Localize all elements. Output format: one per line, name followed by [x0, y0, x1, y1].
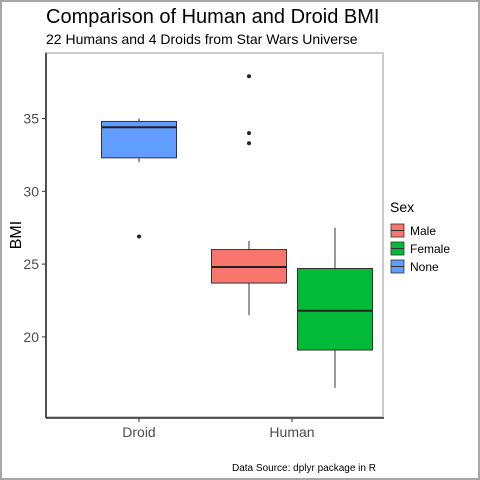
outlier-point	[247, 74, 251, 79]
y-axis-title: BMI	[8, 221, 25, 249]
box-body	[297, 267, 373, 351]
legend-label-male: Male	[410, 224, 436, 238]
y-tick-label: 25	[23, 256, 39, 272]
y-axis-ticks: 20 25 30 35	[23, 111, 46, 345]
panel-border	[45, 52, 384, 418]
x-tick-label: Droid	[122, 424, 155, 440]
legend-label-female: Female	[410, 242, 450, 256]
chart-subtitle: 22 Humans and 4 Droids from Star Wars Un…	[46, 31, 358, 47]
box-human-male	[211, 74, 287, 316]
boxes-layer	[101, 74, 373, 388]
legend: Sex Male Female None	[390, 199, 450, 274]
x-axis-ticks: Droid Human	[122, 418, 315, 440]
y-tick-label: 35	[23, 111, 39, 127]
chart-title: Comparison of Human and Droid BMI	[46, 6, 379, 28]
y-tick-label: 30	[23, 183, 39, 199]
caption: Data Source: dplyr package in R	[232, 463, 376, 474]
legend-title: Sex	[390, 199, 414, 215]
y-tick-label: 20	[23, 329, 39, 345]
box-droid-none	[101, 118, 177, 239]
x-tick-label: Human	[269, 424, 314, 440]
outlier-point	[247, 131, 251, 136]
outlier-point	[247, 141, 251, 146]
box-human-female	[297, 227, 373, 388]
outlier-point	[137, 234, 141, 239]
legend-label-none: None	[410, 260, 439, 274]
